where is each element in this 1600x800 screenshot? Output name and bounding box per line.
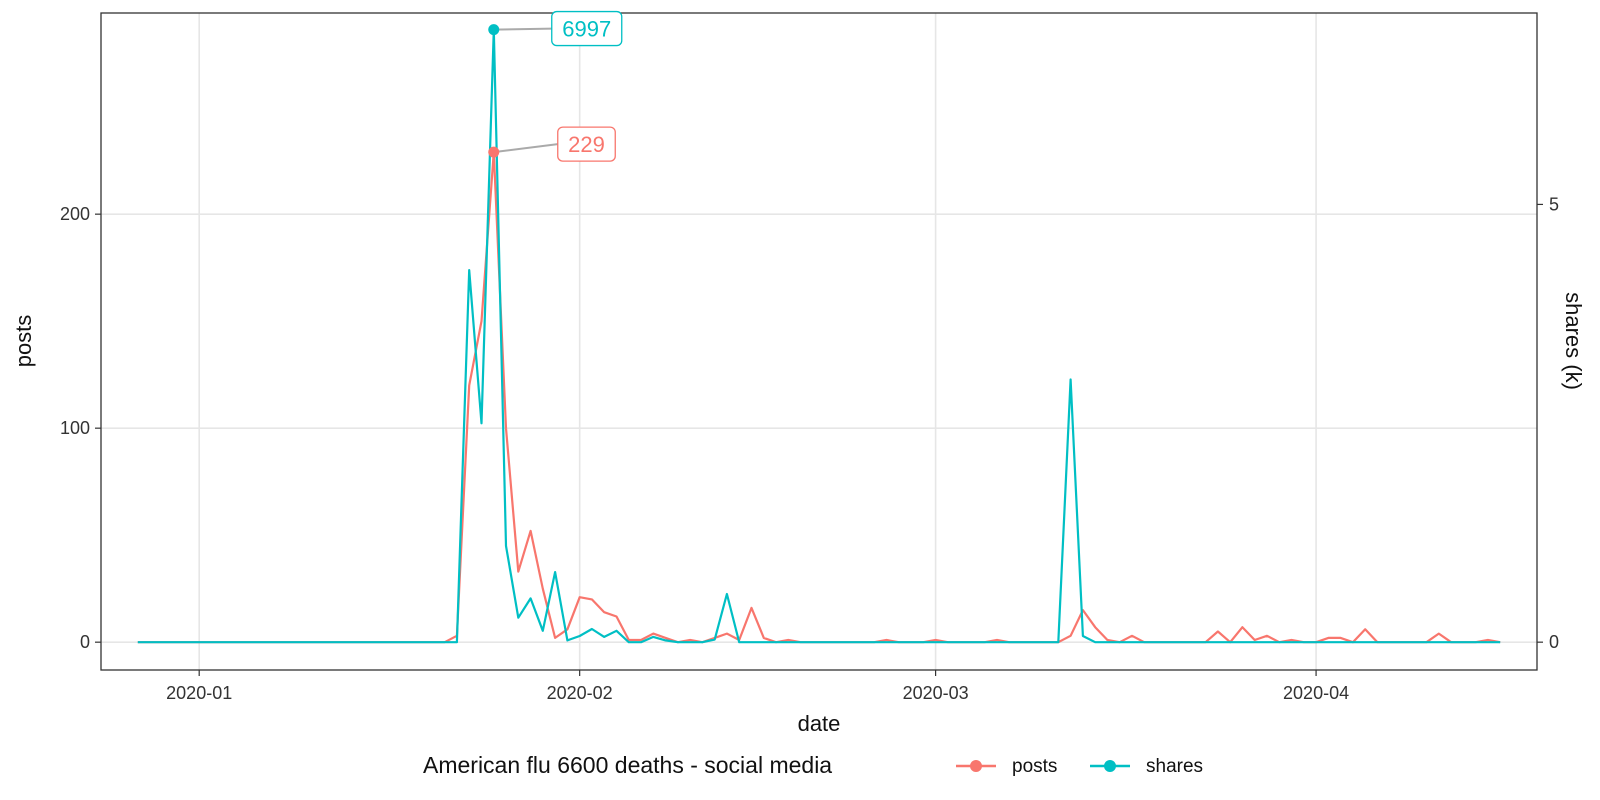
y2-axis-title: shares (k): [1561, 292, 1586, 390]
legend-entry-shares: shares: [1090, 756, 1203, 777]
y2-tick-label: 0: [1549, 632, 1559, 652]
callout-box: [557, 126, 616, 162]
legend-key-point: [1104, 760, 1116, 772]
callout-leader: [493, 27, 552, 31]
legend-label: posts: [1012, 756, 1057, 777]
axes: 2020-01 2020-02 2020-03 2020-04 0 100 200 0 5: [60, 194, 1559, 703]
x-tick-label: 2020-02: [547, 683, 613, 703]
plot-area: [137, 28, 1501, 644]
callout-label: 229: [568, 132, 605, 157]
series-line-shares: [137, 28, 1501, 644]
callout-label: 6997: [562, 17, 611, 42]
annotations: 6997 229: [488, 10, 623, 162]
legend-label: shares: [1146, 756, 1203, 777]
x-tick-label: 2020-03: [903, 683, 969, 703]
grid: [101, 13, 1537, 670]
legend: American flu 6600 deaths - social media p…: [423, 752, 1203, 778]
legend-entry-posts: posts: [956, 756, 1057, 777]
x-axis-title: date: [798, 711, 841, 736]
callout-box: [551, 10, 623, 47]
legend-key-point: [970, 760, 982, 772]
y-tick-label: 100: [60, 418, 90, 438]
x-tick-label: 2020-01: [166, 683, 232, 703]
x-tick-label: 2020-04: [1283, 683, 1349, 703]
y-axis-title: posts: [11, 315, 36, 368]
panel-border: [100, 12, 1538, 671]
y2-tick-label: 5: [1549, 194, 1559, 214]
y-tick-label: 200: [60, 204, 90, 224]
legend-title: American flu 6600 deaths - social media: [423, 752, 832, 778]
y-tick-label: 0: [80, 632, 90, 652]
callout-leader: [493, 143, 558, 154]
peak-point-posts: [488, 146, 500, 158]
series-line-posts: [137, 151, 1501, 644]
peak-point-shares: [488, 24, 500, 36]
